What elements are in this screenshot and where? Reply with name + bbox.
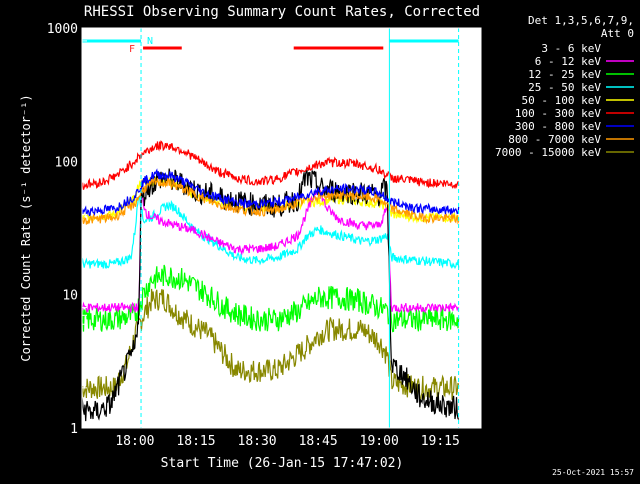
x-tick-label: 19:00 xyxy=(360,434,399,449)
x-axis-label: Start Time (26-Jan-15 17:47:02) xyxy=(161,456,404,471)
series-line-7000-15000-kev xyxy=(82,288,460,401)
legend-label: 100 - 300 keV xyxy=(515,107,601,120)
legend-label: 7000 - 15000 keV xyxy=(495,146,601,159)
legend-attenuator: Att 0 xyxy=(601,27,634,40)
series-line-100-300-kev xyxy=(82,140,460,190)
legend-label: 50 - 100 keV xyxy=(522,94,602,107)
legend-label: 12 - 25 keV xyxy=(528,68,601,81)
plot-background xyxy=(82,28,481,428)
plot-area xyxy=(82,28,481,428)
plot-frame xyxy=(81,27,482,429)
status-bars-layer: FN xyxy=(82,28,460,428)
legend-label: 300 - 800 keV xyxy=(515,120,601,133)
series-line-300-800-kev xyxy=(82,168,460,217)
x-tick-label: 18:00 xyxy=(115,434,154,449)
legend-label: 800 - 7000 keV xyxy=(508,133,601,146)
series-line-6-12-kev xyxy=(82,188,460,314)
axes-layer: 1 10 100 1000 18:00 18:15 18:30 18:45 19:00 19:15 xyxy=(47,22,482,449)
y-tick-label: 100 xyxy=(55,155,78,170)
series-line-12-25-kev xyxy=(82,264,460,333)
series-layer xyxy=(82,140,460,422)
timestamp: 25-Oct-2021 15:57 xyxy=(552,468,634,477)
y-tick-label: 1000 xyxy=(47,22,78,37)
y-tick-label: 1 xyxy=(70,422,78,437)
series-line-3-6-kev xyxy=(82,168,460,422)
y-axis-label: Corrected Count Rate (s⁻¹ detector⁻¹) xyxy=(19,94,33,361)
y-tick-label: 10 xyxy=(62,289,78,304)
night-flag-label: N xyxy=(147,36,153,47)
series-line-800-7000-kev xyxy=(82,177,460,225)
chart-title: RHESSI Observing Summary Count Rates, Co… xyxy=(84,4,480,20)
legend-label: 25 - 50 keV xyxy=(528,81,601,94)
x-tick-label: 18:30 xyxy=(238,434,277,449)
x-tick-label: 18:45 xyxy=(299,434,338,449)
x-tick-label: 18:15 xyxy=(176,434,215,449)
series-line-25-50-kev xyxy=(82,195,460,270)
legend-label: 3 - 6 keV xyxy=(541,42,601,55)
flare-flag-label: F xyxy=(129,44,135,55)
legend-header: Det 1,3,5,6,7,9, xyxy=(528,14,634,27)
x-tick-label: 19:15 xyxy=(421,434,460,449)
legend-label: 6 - 12 keV xyxy=(535,55,602,68)
